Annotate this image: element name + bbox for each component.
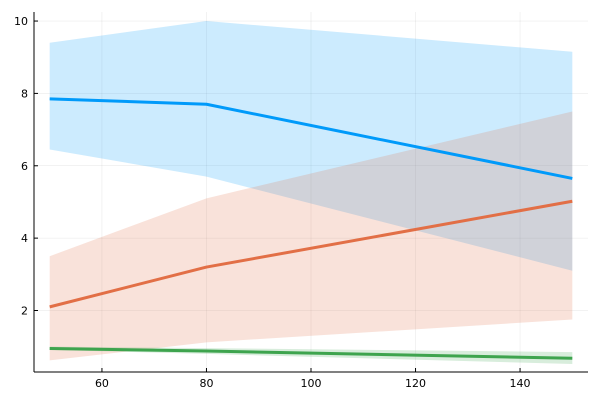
series-1-band bbox=[49, 21, 573, 271]
x-tick-label-140: 140 bbox=[510, 377, 531, 390]
y-tick-label-4: 4 bbox=[21, 232, 28, 245]
x-tick-label-60: 60 bbox=[95, 377, 109, 390]
x-axis-ticks: 60 80 100 120 140 bbox=[95, 368, 531, 390]
series-2-band bbox=[49, 111, 573, 361]
x-tick-label-80: 80 bbox=[199, 377, 213, 390]
series-lines bbox=[49, 97, 573, 360]
confidence-bands bbox=[49, 21, 573, 365]
series-2-line bbox=[49, 199, 573, 309]
x-tick-label-100: 100 bbox=[301, 377, 322, 390]
y-tick-label-8: 8 bbox=[21, 87, 28, 100]
series-1-line bbox=[49, 97, 573, 180]
y-axis-ticks: 2 4 6 8 10 bbox=[14, 15, 38, 317]
grid-lines bbox=[34, 12, 588, 372]
x-tick-label-120: 120 bbox=[405, 377, 426, 390]
y-tick-label-10: 10 bbox=[14, 15, 28, 28]
y-tick-label-2: 2 bbox=[21, 304, 28, 317]
y-tick-label-6: 6 bbox=[21, 160, 28, 173]
series-3-line bbox=[49, 346, 573, 360]
